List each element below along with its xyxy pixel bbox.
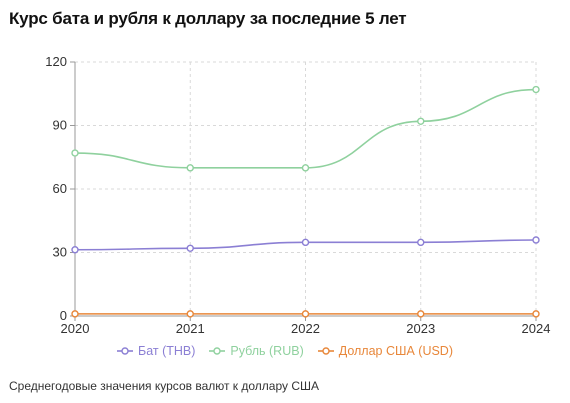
x-tick-label: 2021 (176, 321, 205, 336)
data-point (417, 117, 425, 125)
legend-marker-icon (209, 347, 226, 355)
legend: Бат (THB) Рубль (RUB) Доллар США (USD) (0, 344, 570, 358)
data-point (532, 310, 540, 318)
axes (70, 61, 537, 321)
legend-label: Доллар США (USD) (338, 344, 453, 358)
y-tick-label: 0 (60, 308, 67, 323)
chart-caption: Среднегодовые значения курсов валют к до… (9, 379, 320, 393)
legend-label: Бат (THB) (138, 344, 196, 358)
y-tick-label: 120 (45, 54, 67, 69)
data-point (186, 244, 194, 252)
data-point (71, 246, 79, 254)
chart-title: Курс бата и рубля к доллару за последние… (9, 9, 407, 28)
data-point (532, 236, 540, 244)
series-line (74, 88, 537, 169)
data-point (532, 85, 540, 94)
y-tick-label: 60 (53, 181, 67, 196)
series-0 (71, 236, 540, 254)
x-tick-label: 2023 (406, 321, 435, 336)
x-tick-label: 2022 (291, 321, 320, 336)
data-point (417, 238, 425, 247)
legend-item[interactable]: Рубль (RUB) (209, 344, 304, 358)
data-point (301, 310, 310, 318)
legend-marker-icon (317, 347, 334, 355)
x-tick-label: 2020 (61, 321, 90, 336)
legend-label: Рубль (RUB) (230, 344, 304, 358)
y-tick-label: 90 (53, 118, 67, 133)
legend-marker-icon (117, 347, 133, 355)
tick-labels: 0 30 60 90 120 2020 2021 2022 2023 2024 (45, 54, 550, 336)
series-1 (71, 85, 540, 172)
x-tick-label: 2024 (522, 321, 551, 336)
series-lines (71, 85, 540, 318)
data-point (186, 310, 194, 318)
grid-lines (74, 61, 537, 316)
data-point (301, 238, 310, 247)
data-point (71, 149, 79, 157)
legend-item[interactable]: Бат (THB) (117, 344, 195, 358)
series-2 (71, 310, 540, 318)
data-point (71, 310, 79, 318)
y-tick-label: 30 (53, 245, 67, 260)
data-point (417, 310, 425, 318)
data-point (301, 164, 310, 172)
data-point (186, 164, 194, 172)
legend-item[interactable]: Доллар США (USD) (317, 344, 453, 358)
